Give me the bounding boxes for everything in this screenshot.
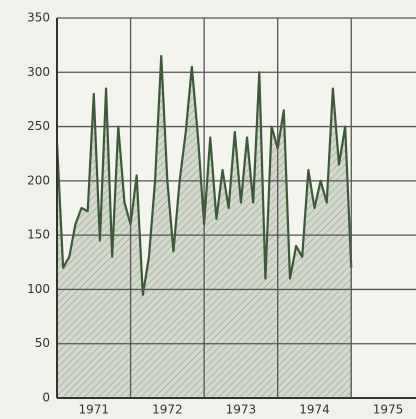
y-tick-label: 300 [27, 65, 50, 79]
y-tick-label: 100 [27, 282, 50, 296]
x-tick-label: 1974 [299, 403, 330, 417]
y-tick-label: 250 [27, 119, 50, 133]
y-tick-label: 0 [42, 391, 50, 405]
y-tick-label: 350 [27, 11, 50, 25]
x-tick-label: 1972 [152, 403, 183, 417]
x-tick-label: 1971 [79, 403, 110, 417]
x-tick-label: 1973 [226, 403, 257, 417]
x-tick-label: 1975 [373, 403, 404, 417]
y-tick-label: 50 [35, 336, 50, 350]
y-tick-label: 150 [27, 228, 50, 242]
y-tick-label: 200 [27, 173, 50, 187]
